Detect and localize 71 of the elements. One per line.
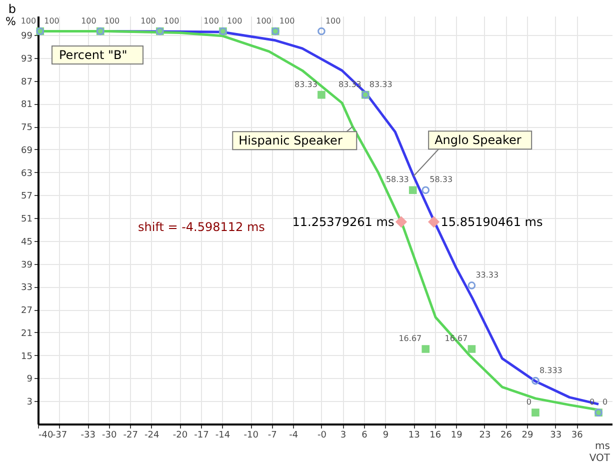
text: ms bbox=[595, 441, 610, 452]
y-tick-label: 45 bbox=[21, 237, 32, 248]
data-label: 33.33 bbox=[476, 270, 499, 280]
annotation: shift = -4.598112 ms bbox=[138, 220, 265, 234]
x-tick-label: 16 bbox=[430, 430, 442, 440]
y-tick-label: 21 bbox=[21, 328, 32, 339]
data-label: 100 bbox=[226, 16, 242, 26]
y-tick-label: 9 bbox=[26, 374, 33, 385]
x-tick-label: -40 bbox=[38, 430, 54, 440]
x-tick-label: -14 bbox=[215, 430, 230, 440]
x-tick-label: -20 bbox=[172, 430, 188, 440]
x-tick-label: -33 bbox=[80, 430, 96, 440]
y-tick-label: 81 bbox=[21, 100, 32, 110]
x-tick-label: -30 bbox=[102, 430, 117, 440]
y-tick-label: 87 bbox=[21, 77, 32, 88]
annotation: 15.85190461 ms bbox=[440, 214, 543, 229]
data-label: 100 bbox=[204, 16, 219, 26]
text: Percent "B" bbox=[59, 48, 128, 62]
y-tick-label: 93 bbox=[21, 54, 32, 64]
x-tick-label: -7 bbox=[268, 430, 277, 440]
x-tick-label: 6 bbox=[362, 430, 368, 440]
x-tick-label: -0 bbox=[317, 430, 327, 440]
y-tick-label: 3 bbox=[26, 398, 32, 408]
y-tick-label: 69 bbox=[21, 146, 33, 156]
series-label: Hispanic Speaker bbox=[238, 134, 342, 148]
x-axis-title: VOT bbox=[589, 453, 611, 464]
y-tick-label: 75 bbox=[21, 123, 32, 134]
y-tick-label: 99 bbox=[21, 32, 33, 42]
x-tick-label: 19 bbox=[450, 430, 463, 440]
data-label: 83.33 bbox=[369, 80, 392, 89]
data-label: 8.333 bbox=[539, 366, 562, 375]
x-tick-label: 26 bbox=[500, 430, 512, 440]
text: b bbox=[8, 2, 16, 16]
x-tick-label: 33 bbox=[550, 430, 562, 440]
data-label: 0 bbox=[526, 398, 532, 407]
y-tick-label: 39 bbox=[21, 260, 33, 270]
data-label: 100 bbox=[325, 16, 341, 26]
y-axis-title: % bbox=[6, 15, 16, 28]
y-tick-label: 33 bbox=[21, 283, 32, 294]
y-tick-label: 63 bbox=[21, 168, 32, 179]
data-label: 100 bbox=[81, 16, 96, 26]
x-tick-label: -24 bbox=[144, 430, 160, 440]
data-label: 100 bbox=[104, 16, 120, 26]
x-tick-label: 23 bbox=[479, 430, 491, 440]
x-tick-label: 3 bbox=[340, 430, 346, 440]
annotation: 11.25379261 ms bbox=[292, 214, 394, 229]
data-label: 100 bbox=[20, 16, 36, 26]
data-label: 58.33 bbox=[430, 175, 453, 184]
data-label: 83.33 bbox=[294, 80, 318, 89]
data-label: 100 bbox=[44, 16, 60, 26]
data-label: 16.67 bbox=[398, 334, 422, 343]
x-tick-label: -10 bbox=[244, 430, 259, 440]
data-label: 100 bbox=[140, 16, 156, 26]
data-label: 100 bbox=[256, 16, 272, 26]
x-tick-label: 36 bbox=[571, 430, 584, 440]
x-tick-label: -17 bbox=[194, 430, 209, 440]
y-tick-label: 15 bbox=[21, 352, 32, 362]
data-label: 58.33 bbox=[386, 175, 409, 184]
x-tick-label: -37 bbox=[52, 430, 68, 440]
data-label: 100 bbox=[279, 16, 295, 26]
x-tick-label: -27 bbox=[123, 430, 138, 440]
x-tick-label: -4 bbox=[289, 430, 298, 440]
text: Anglo Speaker bbox=[434, 133, 522, 148]
y-tick-label: 51 bbox=[21, 214, 32, 225]
x-tick-label: 9 bbox=[382, 430, 389, 440]
y-tick-label: 27 bbox=[21, 306, 32, 316]
x-tick-label: 13 bbox=[408, 430, 420, 440]
data-label: 0 bbox=[602, 398, 608, 407]
y-tick-label: 57 bbox=[21, 192, 32, 202]
x-tick-label: 29 bbox=[522, 430, 534, 440]
data-label: 100 bbox=[164, 16, 180, 26]
